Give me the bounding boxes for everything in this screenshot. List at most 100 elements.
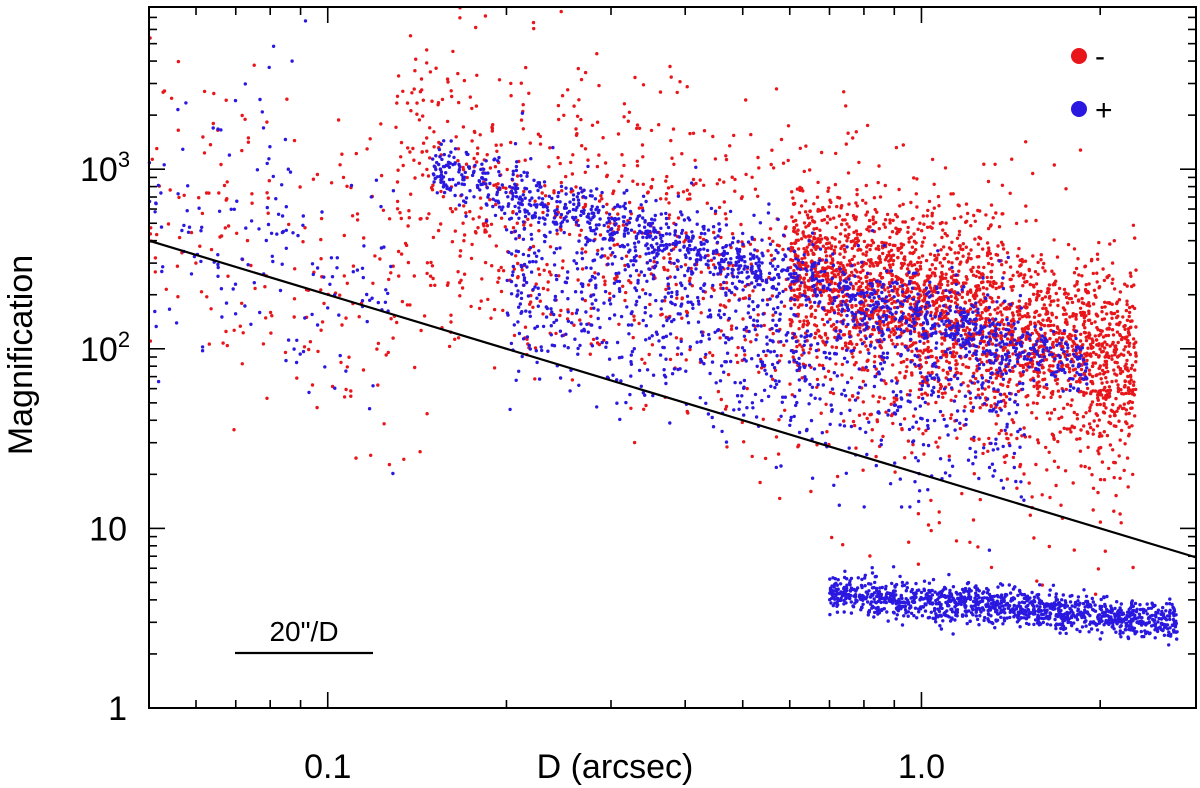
data-point-minus	[235, 231, 239, 235]
data-point-minus	[627, 110, 632, 115]
data-point-minus	[1069, 334, 1074, 338]
data-point-plus	[525, 174, 529, 178]
data-point-minus	[441, 195, 446, 199]
data-point-plus	[864, 307, 869, 312]
data-point-minus	[1030, 365, 1034, 369]
data-point-minus	[815, 226, 819, 231]
data-point-minus	[1000, 313, 1004, 317]
data-point-plus	[626, 231, 630, 235]
data-point-plus	[156, 183, 161, 188]
data-point-minus	[596, 248, 600, 253]
data-point-minus	[1110, 342, 1115, 346]
data-point-minus	[1132, 393, 1137, 397]
data-point-minus	[969, 224, 973, 228]
data-point-minus	[949, 398, 953, 402]
data-point-minus	[209, 307, 213, 311]
data-point-minus	[1115, 409, 1119, 413]
data-point-minus	[979, 272, 984, 276]
data-point-minus	[882, 266, 887, 270]
data-point-plus	[622, 219, 626, 224]
data-point-minus	[1069, 403, 1073, 408]
data-point-plus	[431, 172, 436, 176]
data-point-minus	[241, 331, 245, 335]
data-point-minus	[1095, 402, 1100, 407]
data-point-plus	[646, 246, 650, 251]
data-point-plus	[1072, 386, 1076, 390]
data-point-minus	[1067, 366, 1072, 371]
data-point-minus	[1097, 285, 1102, 289]
data-point-plus	[595, 187, 599, 191]
data-point-plus	[1083, 369, 1088, 373]
data-point-plus	[360, 299, 365, 303]
data-point-minus	[361, 368, 366, 372]
data-point-plus	[335, 266, 339, 270]
data-point-minus	[969, 248, 973, 252]
data-point-plus	[754, 279, 759, 283]
data-point-plus	[1084, 362, 1089, 366]
data-point-minus	[537, 229, 541, 233]
data-point-minus	[851, 136, 855, 140]
data-point-plus	[442, 139, 446, 143]
data-point-minus	[1042, 385, 1046, 389]
data-point-minus	[906, 287, 910, 291]
data-point-minus	[750, 454, 754, 459]
data-point-minus	[882, 309, 886, 314]
data-point-minus	[812, 235, 816, 239]
data-point-minus	[972, 371, 976, 375]
data-point-minus	[949, 247, 953, 252]
data-point-minus	[874, 454, 878, 459]
data-point-plus	[216, 253, 220, 257]
data-point-minus	[933, 274, 937, 278]
data-point-minus	[1087, 309, 1091, 313]
data-point-minus	[1015, 486, 1019, 490]
data-point-plus	[868, 295, 872, 299]
data-point-plus	[217, 209, 222, 213]
data-point-minus	[930, 317, 934, 321]
data-point-minus	[892, 396, 896, 400]
data-point-plus	[434, 154, 438, 158]
data-point-minus	[920, 229, 924, 233]
data-point-plus	[268, 145, 272, 149]
data-point-plus	[748, 257, 753, 261]
data-point-minus	[867, 218, 872, 223]
data-point-minus	[805, 250, 810, 254]
data-point-minus	[833, 182, 838, 187]
data-point-minus	[1056, 465, 1061, 469]
data-point-minus	[732, 133, 736, 138]
data-point-minus	[869, 299, 874, 303]
data-point-minus	[828, 198, 832, 202]
data-point-plus	[1008, 358, 1012, 363]
data-point-plus	[880, 297, 885, 301]
data-point-minus	[662, 256, 666, 260]
data-point-minus	[857, 413, 862, 417]
data-point-minus	[1125, 284, 1129, 288]
data-point-minus	[1032, 355, 1037, 359]
data-point-plus	[798, 267, 803, 272]
data-point-minus	[775, 243, 780, 247]
data-point-minus	[960, 295, 964, 300]
data-point-minus	[961, 254, 965, 258]
data-point-minus	[813, 315, 817, 320]
data-point-minus	[990, 342, 995, 346]
data-point-minus	[761, 417, 765, 421]
data-point-minus	[631, 335, 635, 340]
data-point-minus	[1011, 352, 1015, 356]
data-point-minus	[804, 261, 808, 265]
data-point-plus	[929, 313, 933, 318]
data-point-minus	[549, 273, 553, 277]
data-point-minus	[953, 354, 957, 358]
data-point-minus	[781, 247, 785, 252]
data-point-minus	[748, 242, 753, 246]
data-point-minus	[971, 265, 975, 270]
data-point-minus	[1008, 277, 1012, 282]
data-point-plus	[220, 315, 224, 319]
data-point-minus	[862, 304, 866, 308]
data-point-minus	[854, 360, 858, 365]
data-point-minus	[425, 412, 429, 416]
data-point-minus	[1010, 311, 1015, 315]
data-point-minus	[871, 215, 875, 219]
data-point-minus	[987, 385, 991, 389]
data-point-minus	[892, 332, 896, 337]
data-point-plus	[647, 229, 651, 234]
data-point-minus	[832, 322, 836, 327]
